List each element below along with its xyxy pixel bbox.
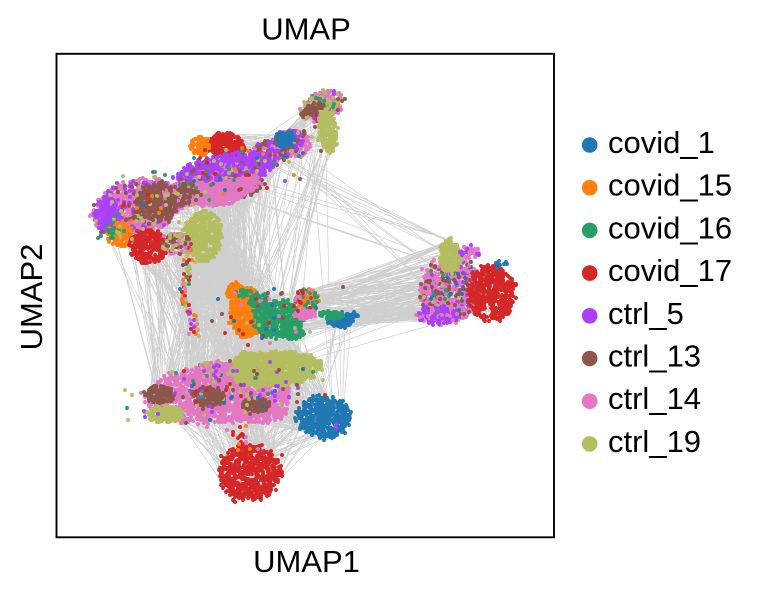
svg-text:covid_16: covid_16 — [608, 210, 732, 245]
svg-text:covid_17: covid_17 — [608, 253, 732, 288]
svg-text:ctrl_14: ctrl_14 — [608, 381, 701, 416]
svg-text:ctrl_13: ctrl_13 — [608, 339, 701, 374]
svg-text:UMAP2: UMAP2 — [14, 244, 49, 351]
svg-text:ctrl_19: ctrl_19 — [608, 424, 701, 459]
svg-text:UMAP1: UMAP1 — [253, 544, 360, 579]
svg-text:covid_15: covid_15 — [608, 168, 732, 203]
svg-text:UMAP: UMAP — [261, 12, 351, 47]
svg-text:ctrl_5: ctrl_5 — [608, 296, 684, 331]
svg-text:covid_1: covid_1 — [608, 125, 715, 160]
